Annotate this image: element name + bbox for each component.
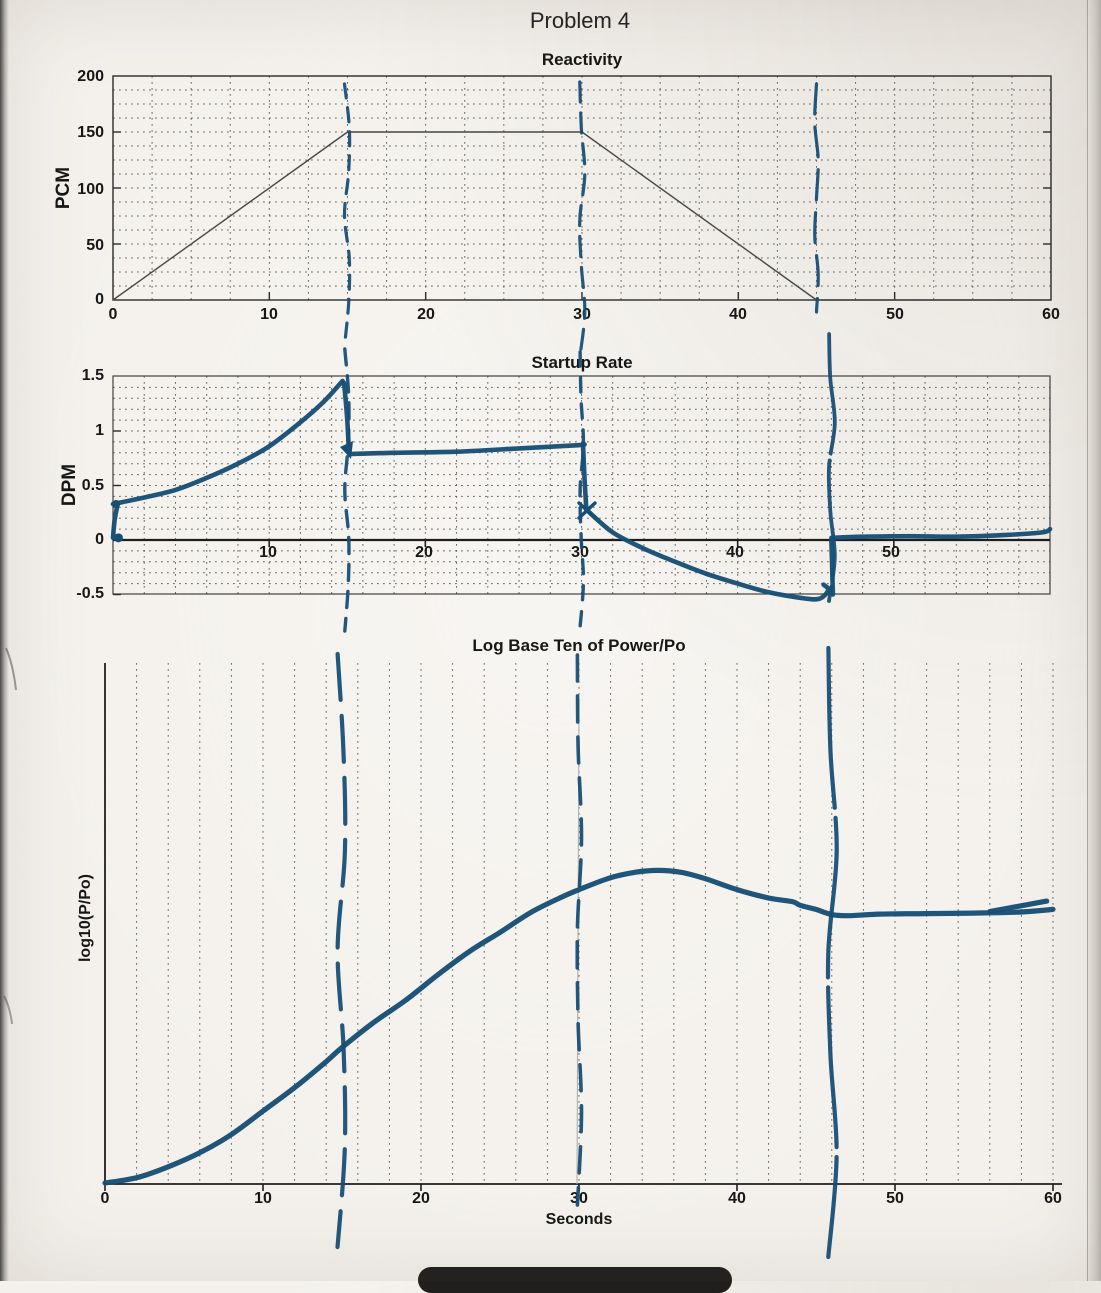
x-tick: 30	[571, 544, 589, 561]
x-tick: 40	[726, 544, 744, 561]
y-tick: 1.5	[81, 367, 104, 384]
x-tick: 30	[570, 1190, 588, 1207]
reactivity-grid	[112, 75, 1052, 301]
x-tick: 40	[728, 1190, 746, 1207]
reactivity-y-axis-label: PCM	[53, 166, 74, 210]
x-tick: 60	[1044, 1190, 1062, 1207]
x-tick: 20	[415, 544, 433, 561]
x-axis-label-seconds: Seconds	[545, 1211, 613, 1228]
reactivity-title: Reactivity	[541, 50, 623, 69]
ink-x-mark	[577, 501, 597, 520]
startup-rate-y-axis-label: DPM	[59, 463, 80, 507]
scan-right-edge	[1087, 0, 1101, 1281]
x-tick: 0	[100, 1190, 110, 1207]
y-tick: 200	[77, 68, 104, 85]
x-tick: 40	[729, 306, 747, 323]
startup-rate-ticks	[113, 430, 895, 596]
startup-rate-grid	[112, 375, 1051, 595]
reactivity-ramp	[112, 131, 1051, 301]
x-tick: 20	[417, 306, 435, 323]
x-tick: 10	[260, 306, 278, 323]
y-tick: 150	[77, 124, 104, 141]
y-tick: -0.5	[76, 585, 104, 602]
x-tick: 10	[259, 544, 277, 561]
ink-marker-startup_rate-46s	[826, 332, 837, 603]
x-tick: 50	[886, 306, 904, 323]
x-tick: 10	[254, 1190, 272, 1207]
ink-vertical-markers	[335, 80, 839, 1260]
bottom-black-pill	[418, 1267, 732, 1293]
faint-printed-guide-30s	[576, 699, 580, 1185]
page-title: Problem 4	[529, 8, 631, 33]
ink-start-blob	[112, 500, 121, 509]
log-power-y-axis-label: log10(P/Po)	[77, 873, 94, 963]
x-tick: 0	[108, 306, 118, 323]
x-tick: 50	[882, 544, 900, 561]
reactivity-ticks	[113, 131, 1051, 300]
y-tick: 0.5	[81, 477, 104, 494]
ink-marker-reactivity-30s	[578, 80, 587, 360]
ink-origin-dot	[113, 533, 123, 543]
x-tick: 60	[1042, 306, 1060, 323]
y-tick: 1	[95, 422, 104, 439]
ink-marker-log_power-15s	[335, 651, 348, 1250]
x-tick: 50	[886, 1190, 904, 1207]
scan-left-edge	[0, 0, 9, 1281]
ink-x-mark	[577, 501, 597, 520]
y-tick: 50	[86, 237, 104, 254]
ink-marker-log_power-30s	[575, 653, 584, 1207]
y-tick: 0	[95, 291, 104, 308]
ink-marker-startup_rate-15s	[343, 347, 351, 633]
ink-marker-reactivity-15s	[342, 82, 352, 348]
scan-pencil-marks	[3, 647, 17, 1025]
startup-rate-title: Startup Rate	[531, 353, 633, 372]
ink-marker-startup_rate-30s	[578, 350, 586, 630]
ink-arrowhead-15s	[340, 441, 353, 459]
startup-rate-ink-curve	[110, 378, 1053, 602]
x-tick: 20	[412, 1190, 430, 1207]
y-tick: 0	[95, 531, 104, 548]
ink-marker-reactivity-45s	[813, 82, 820, 314]
ink-marker-log_power-46s	[825, 645, 839, 1260]
y-tick: 100	[77, 181, 104, 198]
log-power-ink-curve	[102, 867, 1056, 1186]
x-tick: 30	[573, 306, 591, 323]
log-power-grid	[104, 663, 1062, 1191]
log-power-title: Log Base Ten of Power/Po	[472, 636, 686, 655]
